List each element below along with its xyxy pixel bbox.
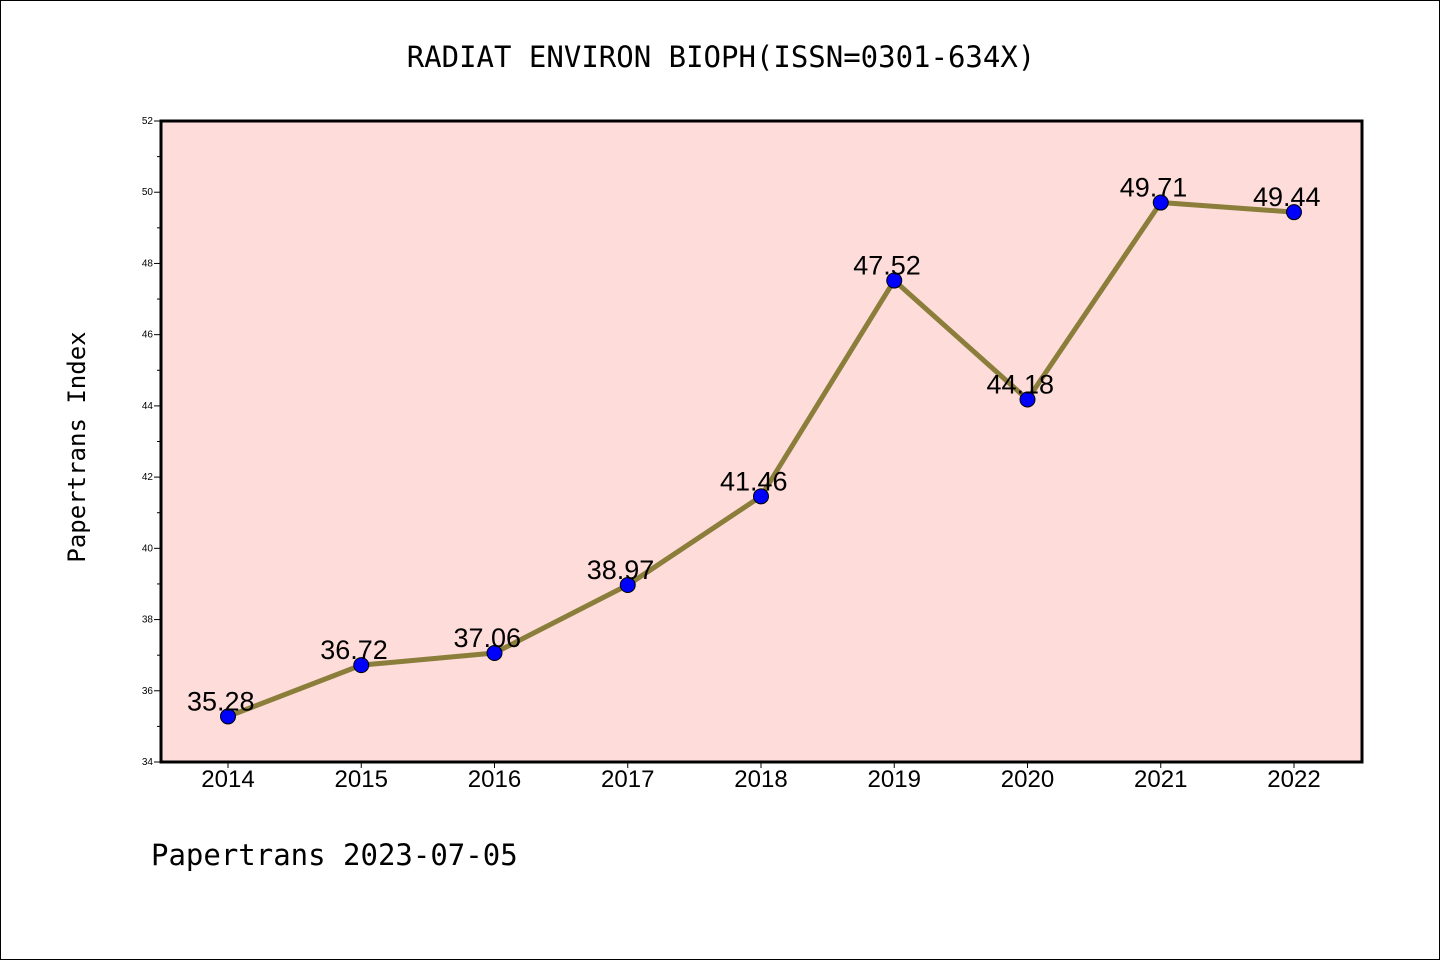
data-labels: 35.28 36.72 37.06 38.97 41.46 47.52 44.18 49.71… <box>187 173 1321 717</box>
y-axis-label: Papertrans Index <box>63 331 91 562</box>
data-point <box>220 708 236 725</box>
y-tick-label: 42 <box>142 472 154 483</box>
y-tick-label: 38 <box>142 615 154 626</box>
y-tick-label: 44 <box>142 401 154 412</box>
data-label: 49.71 <box>1120 173 1188 203</box>
data-point <box>886 272 903 289</box>
x-tick-label: 2017 <box>601 766 654 793</box>
x-axis: 2014 2015 2016 2017 2018 2019 2020 2021 2022 <box>201 762 1321 793</box>
data-label: 38.97 <box>587 555 655 585</box>
chart-title: RADIAT ENVIRON BIOPH(ISSN=0301-634X) <box>407 40 1036 74</box>
data-point <box>486 645 503 662</box>
y-tick-label: 48 <box>142 258 154 269</box>
x-tick-label: 2015 <box>335 766 388 793</box>
y-tick-label: 36 <box>142 686 154 697</box>
data-point <box>353 657 370 674</box>
y-axis: 34 36 38 40 42 44 46 48 50 52 <box>142 116 161 768</box>
x-tick-label: 2016 <box>468 766 521 793</box>
series-markers <box>220 194 1302 725</box>
data-point <box>753 488 769 505</box>
footer-text: Papertrans 2023-07-05 <box>151 838 518 872</box>
data-point <box>1152 194 1169 211</box>
data-label: 37.06 <box>454 623 522 653</box>
data-label: 41.46 <box>720 466 788 496</box>
data-label: 49.44 <box>1253 182 1321 212</box>
x-tick-label: 2021 <box>1134 766 1187 793</box>
x-tick-label: 2014 <box>201 766 254 793</box>
plot-area <box>159 119 1364 764</box>
y-tick-label: 46 <box>142 330 154 341</box>
data-label: 35.28 <box>187 686 255 716</box>
data-point <box>619 577 636 594</box>
y-tick-label: 52 <box>142 116 154 127</box>
y-tick-label: 50 <box>142 187 154 198</box>
data-point <box>1019 391 1036 408</box>
x-tick-label: 2020 <box>1001 766 1054 793</box>
data-label: 36.72 <box>320 635 388 665</box>
x-tick-label: 2022 <box>1267 766 1320 793</box>
data-label: 47.52 <box>853 251 921 281</box>
x-tick-label: 2019 <box>868 766 921 793</box>
x-tick-label: 2018 <box>734 766 787 793</box>
y-tick-label: 40 <box>142 543 154 554</box>
data-point <box>1286 204 1302 221</box>
y-tick-label: 34 <box>142 757 154 768</box>
data-label: 44.18 <box>987 369 1055 399</box>
